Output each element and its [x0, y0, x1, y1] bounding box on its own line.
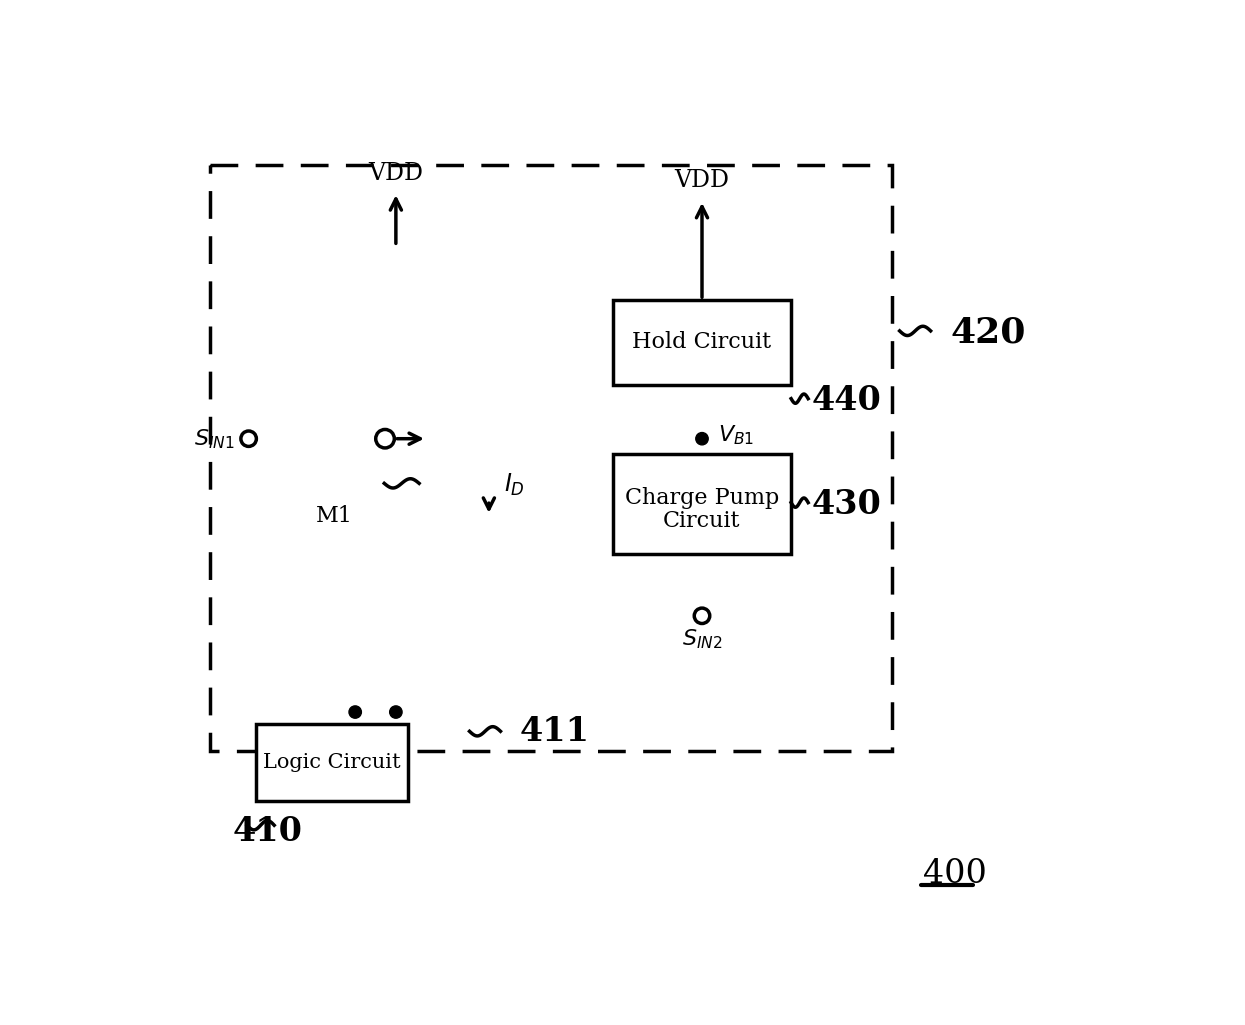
Circle shape [376, 429, 395, 448]
Circle shape [695, 608, 710, 623]
Text: 440: 440 [812, 383, 881, 417]
Text: $I_D$: $I_D$ [504, 472, 525, 498]
Text: Logic Circuit: Logic Circuit [263, 752, 401, 772]
Text: $V_{B1}$: $V_{B1}$ [717, 423, 753, 447]
Text: M1: M1 [315, 504, 352, 527]
Circle shape [390, 706, 402, 719]
Text: 400: 400 [923, 858, 987, 890]
Text: $S_{IN1}$: $S_{IN1}$ [194, 426, 234, 451]
Text: Charge Pump: Charge Pump [625, 487, 779, 509]
Text: $S_{IN2}$: $S_{IN2}$ [682, 627, 722, 651]
Text: VDD: VDD [675, 169, 730, 193]
Text: VDD: VDD [369, 162, 423, 184]
Circle shape [240, 430, 256, 447]
Bar [210, 165, 891, 750]
Text: Hold Circuit: Hold Circuit [632, 331, 772, 354]
Text: Circuit: Circuit [664, 510, 741, 532]
Bar [613, 454, 791, 555]
Text: 420: 420 [950, 316, 1026, 350]
Bar [256, 724, 407, 801]
Circle shape [696, 433, 708, 445]
Text: 430: 430 [812, 488, 881, 521]
Bar [613, 300, 791, 384]
Text: 410: 410 [233, 815, 303, 848]
Circle shape [349, 706, 361, 719]
Text: 411: 411 [520, 714, 590, 748]
